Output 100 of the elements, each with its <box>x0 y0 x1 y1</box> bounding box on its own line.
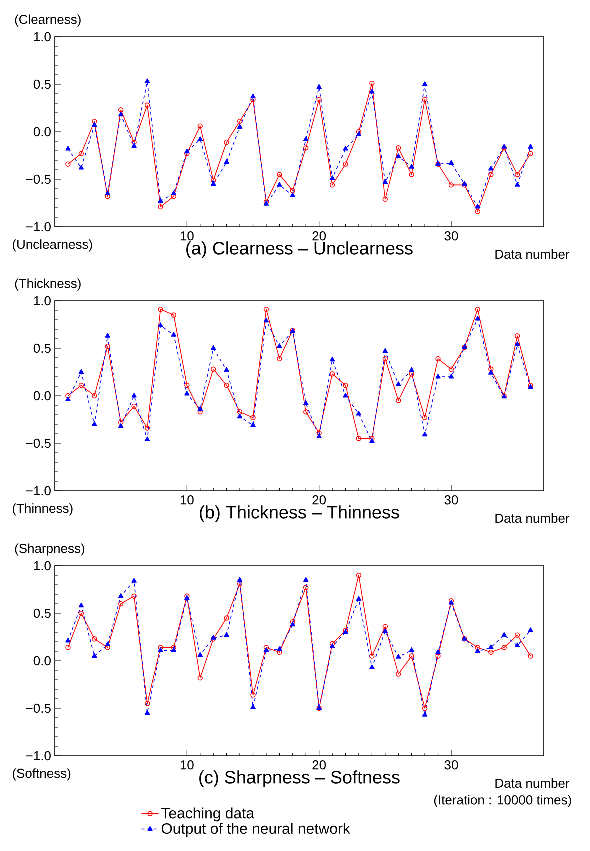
x-tick-label: 20 <box>312 232 326 241</box>
point <box>356 572 362 578</box>
legend-label: Output of the neural network <box>162 823 350 838</box>
point <box>409 172 414 178</box>
point <box>78 382 84 388</box>
point <box>304 146 309 151</box>
point <box>171 648 177 652</box>
point <box>198 136 204 142</box>
point <box>290 188 296 194</box>
text: (Thinness) <box>12 504 73 516</box>
point <box>237 414 243 419</box>
point <box>277 646 282 652</box>
point <box>382 179 388 184</box>
point <box>448 366 454 372</box>
point <box>396 398 402 404</box>
point <box>502 645 507 650</box>
point <box>264 648 270 652</box>
point <box>370 89 375 94</box>
y-tick-label: −1.0 <box>26 486 51 496</box>
point <box>448 160 454 166</box>
point <box>144 436 150 442</box>
point <box>237 410 243 415</box>
point <box>132 143 137 148</box>
y-tick-label: 0.0 <box>34 391 51 401</box>
point <box>250 692 256 698</box>
x-axis-title: Data number <box>496 514 570 524</box>
point <box>171 312 177 318</box>
x-tick-label: 30 <box>444 760 458 770</box>
text: (Unclearness) <box>12 240 92 252</box>
point <box>158 645 164 650</box>
point <box>436 374 441 379</box>
point <box>158 648 164 652</box>
point <box>144 701 150 706</box>
point <box>66 396 71 402</box>
point <box>356 129 362 135</box>
point <box>488 650 494 656</box>
point <box>78 369 84 374</box>
point <box>250 422 256 428</box>
point <box>66 146 71 151</box>
point <box>132 140 137 146</box>
point <box>382 628 388 634</box>
point <box>475 645 481 650</box>
x-tick-label: 10 <box>180 496 194 505</box>
y-tick-label: 0.0 <box>34 656 51 666</box>
y-axis-title: (Clearness) <box>15 14 81 27</box>
point <box>118 112 124 117</box>
point <box>144 710 150 715</box>
y-axis-title: (Sharpness) <box>15 544 85 556</box>
y-tick-label: −0.5 <box>26 438 51 448</box>
point <box>514 334 520 339</box>
point <box>396 382 402 386</box>
y-axis-title: (Thickness) <box>15 278 81 291</box>
point <box>210 181 216 186</box>
text: (Iteration : 10000 times) <box>434 795 572 808</box>
point <box>78 151 84 156</box>
point <box>158 204 164 210</box>
point <box>343 146 348 151</box>
point <box>250 704 256 710</box>
point <box>316 434 322 439</box>
point <box>422 97 428 102</box>
point <box>224 140 230 146</box>
point <box>514 632 520 638</box>
point <box>277 344 282 348</box>
point <box>250 94 256 99</box>
point <box>198 652 204 657</box>
point <box>304 410 309 415</box>
point <box>475 306 481 312</box>
point <box>92 636 98 642</box>
point <box>409 367 414 372</box>
y-tick-label: −1.0 <box>26 222 51 232</box>
point <box>132 594 137 599</box>
point <box>277 182 282 187</box>
point <box>132 578 137 583</box>
y-tick-label: −0.5 <box>26 704 51 714</box>
point <box>184 148 190 154</box>
point <box>105 642 111 647</box>
x-tick-label: 20 <box>312 496 326 505</box>
point <box>158 322 164 328</box>
point <box>118 601 124 607</box>
point <box>488 370 494 375</box>
point <box>171 332 177 337</box>
text: (b) Thickness – Thinness <box>200 506 400 522</box>
point <box>475 209 481 214</box>
point <box>528 144 534 149</box>
point <box>184 391 190 396</box>
point <box>343 162 348 167</box>
point <box>224 382 230 388</box>
y-tick-label: 0.5 <box>34 608 51 618</box>
point <box>343 392 348 398</box>
point <box>303 136 309 142</box>
point <box>370 80 375 86</box>
point <box>514 342 520 346</box>
point <box>78 165 84 170</box>
point <box>144 426 150 431</box>
legend-label: Teaching data <box>162 808 255 822</box>
point <box>224 367 230 372</box>
point <box>198 406 204 411</box>
point <box>118 420 124 426</box>
point <box>488 166 494 171</box>
point <box>171 645 177 650</box>
